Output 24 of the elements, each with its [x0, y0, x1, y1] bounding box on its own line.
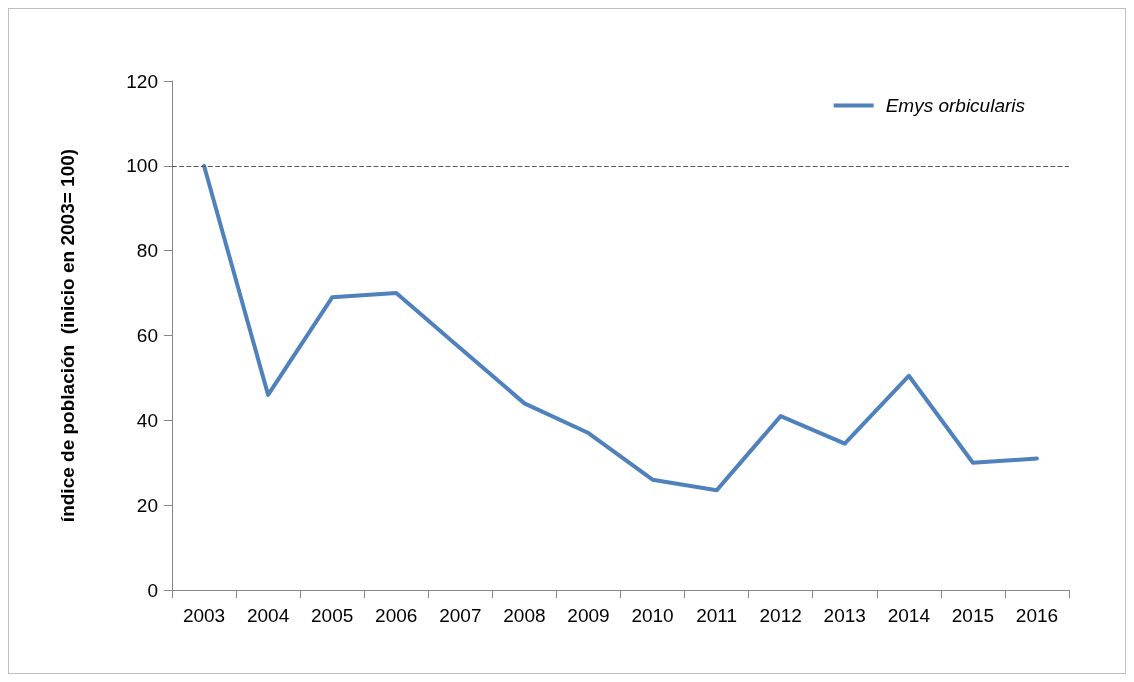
y-axis-title: índice de población (inicio en 2003= 100) [57, 148, 78, 523]
legend-label: Emys orbicularis [885, 95, 1026, 116]
y-tick-label: 60 [136, 325, 158, 346]
y-tick-label: 80 [136, 240, 158, 262]
x-tick-label: 2016 [1015, 605, 1059, 626]
x-tick-label: 2012 [759, 605, 802, 626]
y-tick-label: 100 [126, 155, 158, 177]
x-tick-label: 2014 [887, 605, 931, 626]
x-tick-label: 2006 [375, 605, 418, 626]
x-tick-label: 2011 [696, 605, 738, 626]
x-tick-label: 2015 [951, 605, 995, 626]
x-tick-label: 2007 [439, 605, 482, 626]
line-series [202, 163, 1039, 493]
y-tick-label: 0 [147, 579, 158, 601]
x-tick-label: 2005 [311, 605, 354, 626]
x-tick-label: 2010 [631, 605, 674, 626]
x-tick-label: 2003 [182, 605, 226, 626]
x-tick-label: 2013 [823, 605, 866, 626]
y-tick-label: 20 [136, 494, 158, 516]
x-tick-label: 2004 [246, 605, 290, 626]
y-tick-label: 40 [136, 409, 158, 431]
x-tick-label: 2009 [567, 605, 610, 626]
y-tick-label: 120 [126, 70, 158, 92]
x-tick-label: 2008 [503, 605, 546, 626]
